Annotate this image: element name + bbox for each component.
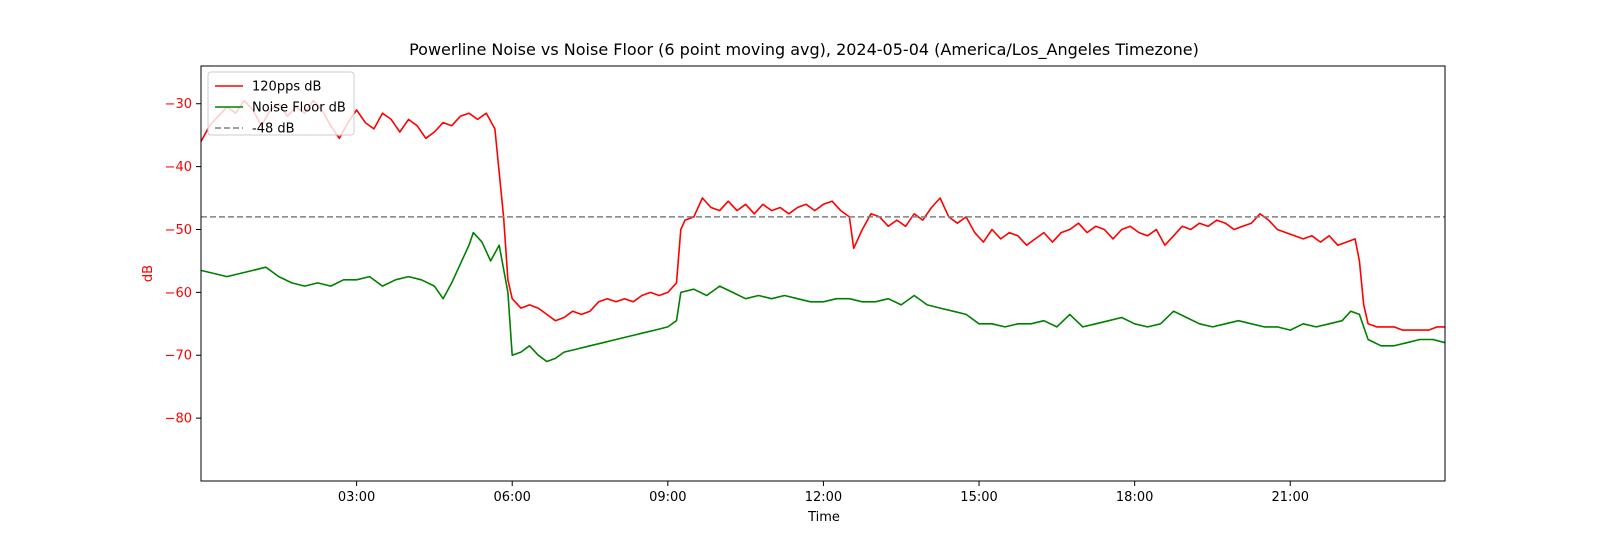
series-line-1 [200, 231, 1446, 363]
y-tick-label: −60 [165, 286, 192, 301]
y-axis-label: dB [141, 265, 156, 282]
legend-label: 120pps dB [252, 80, 321, 95]
y-tick-label: −50 [165, 223, 192, 238]
y-tick-label: −80 [165, 412, 192, 427]
x-tick-label: 09:00 [649, 490, 686, 505]
x-tick-label: 21:00 [1272, 490, 1309, 505]
x-axis-label: Time [807, 510, 840, 525]
y-tick-label: −30 [165, 97, 192, 112]
x-tick-label: 03:00 [338, 490, 375, 505]
legend-label: -48 dB [252, 122, 295, 137]
legend-label: Noise Floor dB [252, 101, 346, 116]
x-tick-label: 12:00 [805, 490, 842, 505]
legend-box [207, 71, 355, 136]
y-tick-label: −70 [165, 349, 192, 364]
x-tick-label: 18:00 [1116, 490, 1153, 505]
chart-title: Powerline Noise vs Noise Floor (6 point … [409, 40, 1199, 60]
x-tick-label: 15:00 [960, 490, 997, 505]
plot-frame [200, 65, 1446, 482]
x-axis: 03:00 06:00 09:00 12:00 15:00 18:00 21:00 [338, 481, 1309, 505]
series-line-0 [200, 99, 1445, 331]
series-layer [200, 99, 1446, 363]
x-tick-label: 06:00 [493, 490, 530, 505]
legend: 120pps dB Noise Floor dB -48 dB [207, 71, 355, 137]
y-axis: −30 −40 −50 −60 −70 −80 [165, 97, 201, 427]
y-tick-label: −40 [165, 160, 192, 175]
